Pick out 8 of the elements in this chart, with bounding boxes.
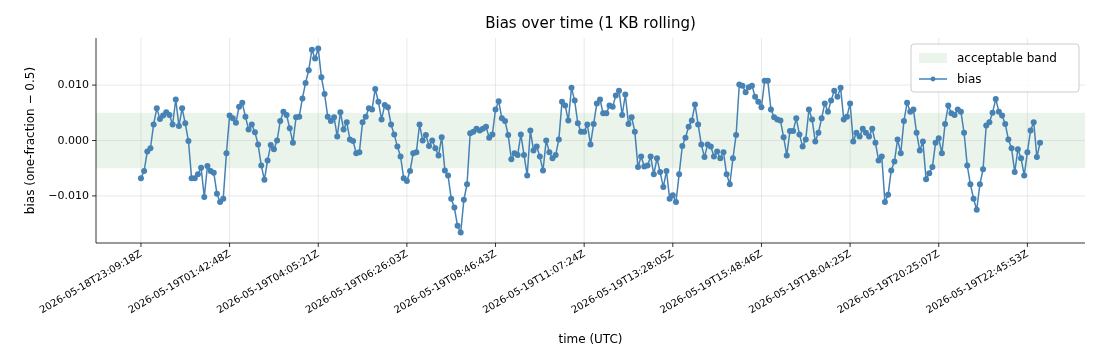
- y-tick-label: 0.000: [57, 133, 89, 147]
- y-tick-label: 0.010: [57, 78, 89, 92]
- legend-label: acceptable band: [957, 50, 1057, 65]
- y-axis-title: bias (one-fraction − 0.5): [23, 66, 37, 215]
- chart-title: Bias over time (1 KB rolling): [485, 14, 696, 32]
- y-tick-label: −0.010: [48, 188, 89, 202]
- legend-label: bias: [957, 71, 982, 86]
- x-axis-title: time (UTC): [558, 332, 623, 346]
